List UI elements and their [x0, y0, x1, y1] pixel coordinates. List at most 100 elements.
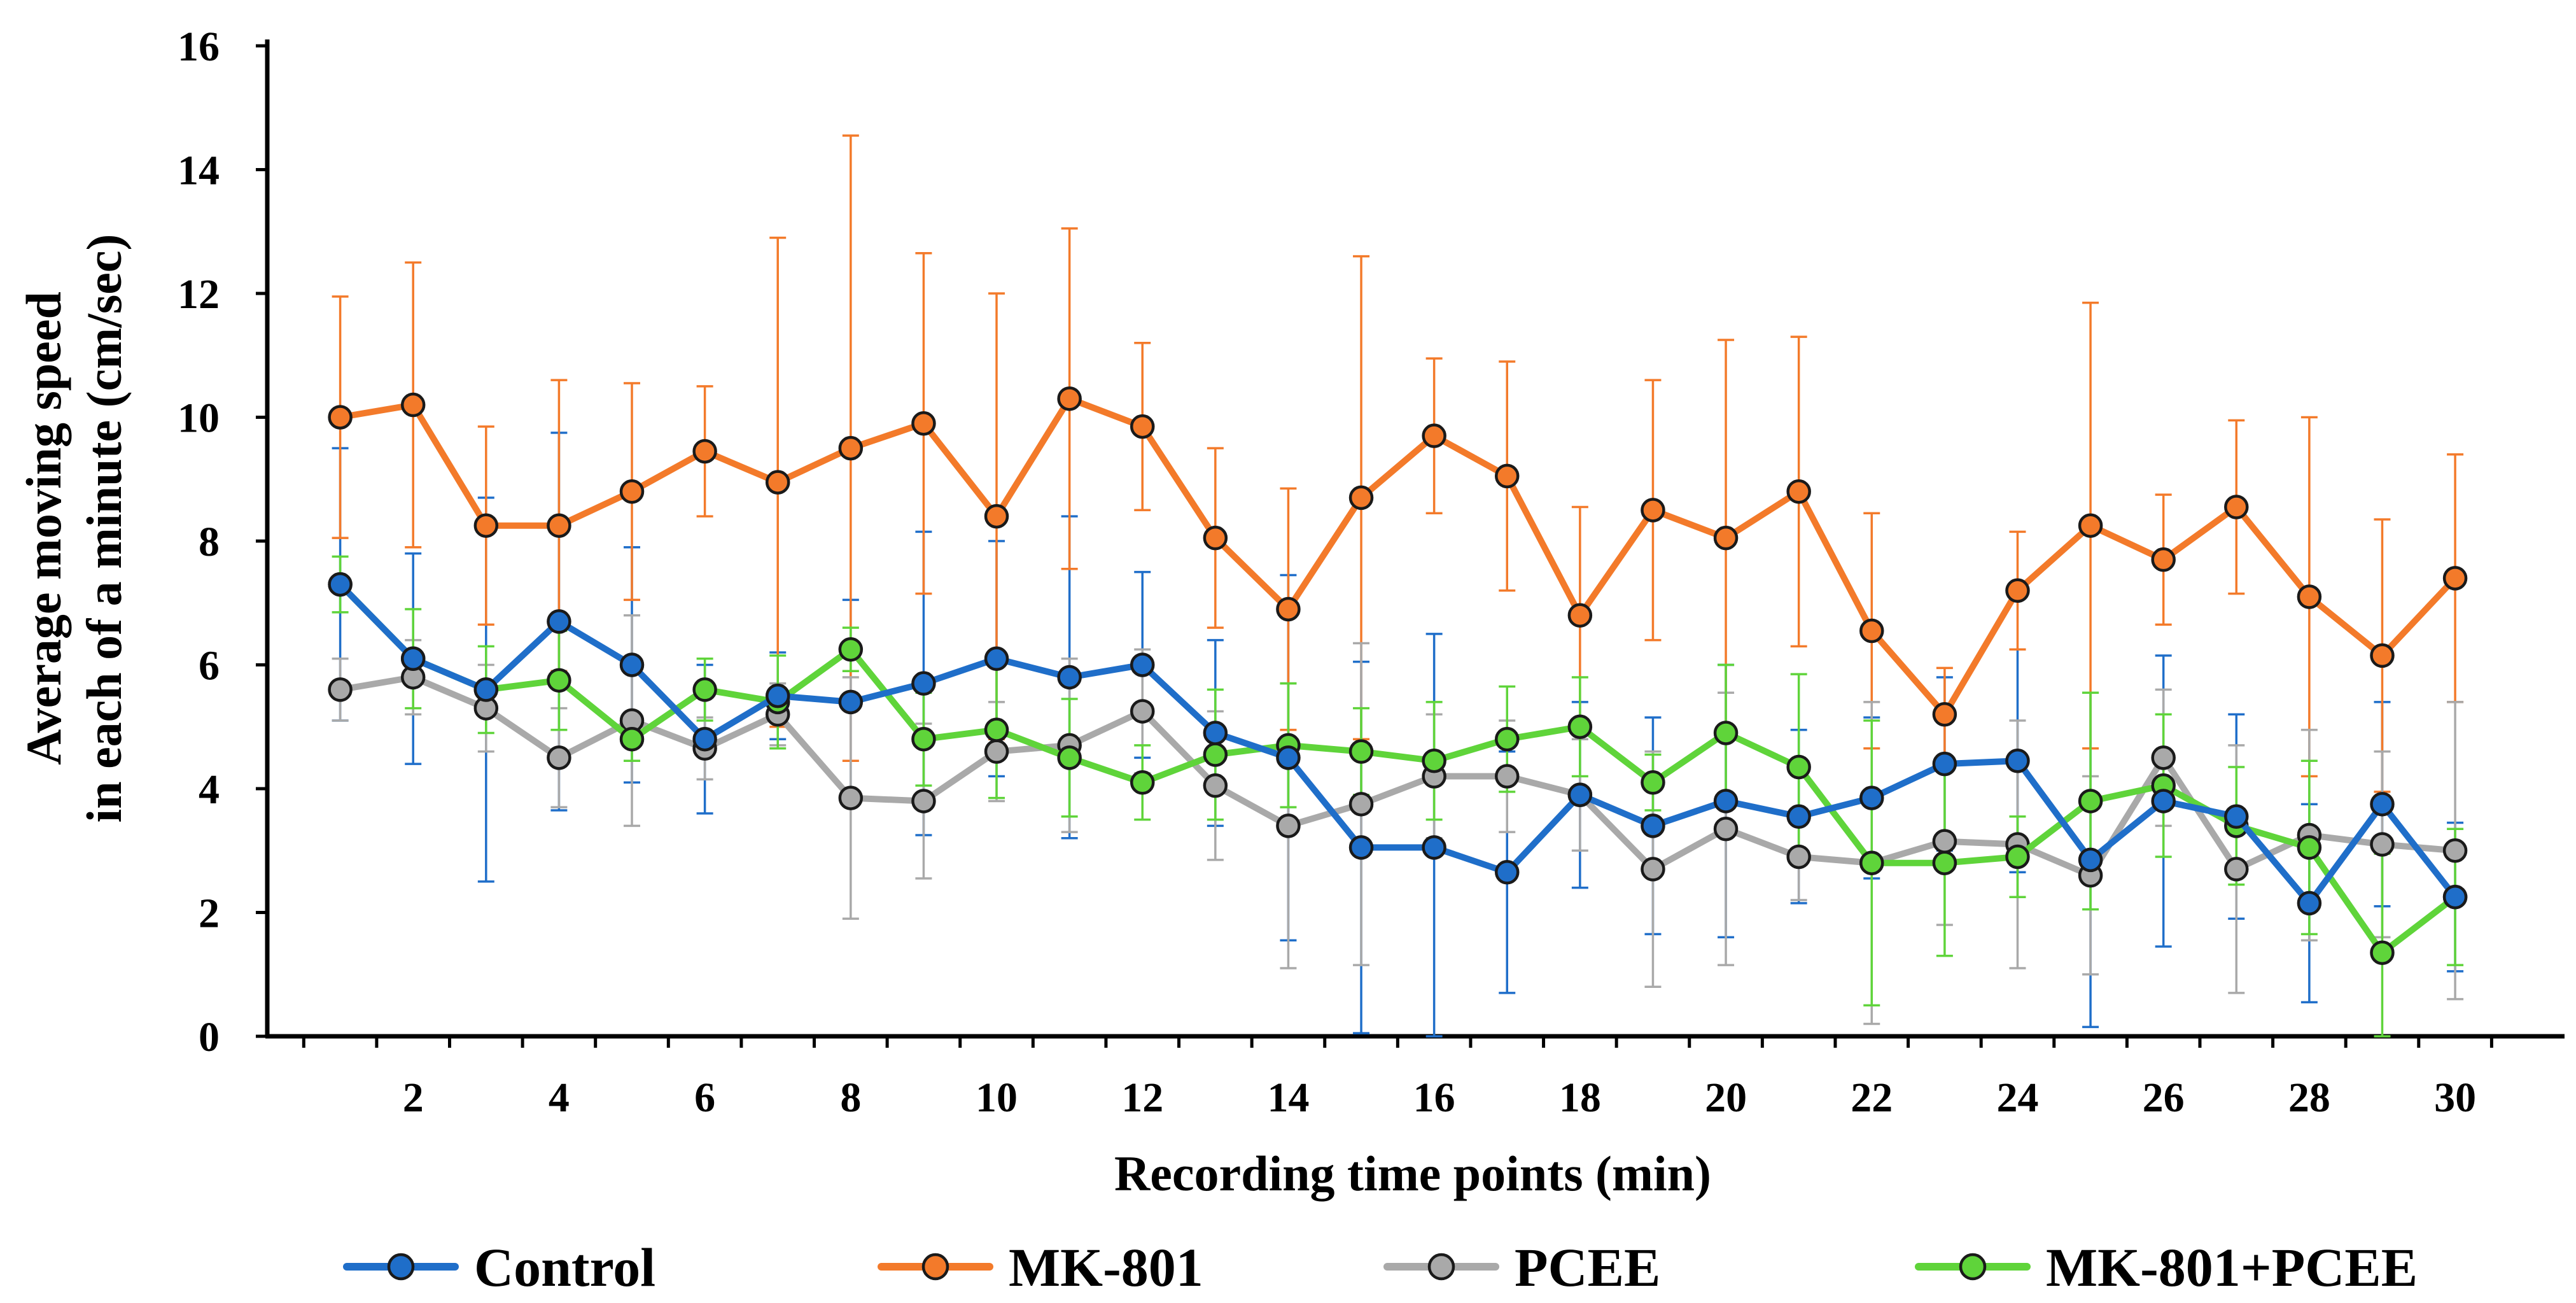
y-axis-title: Average moving speed in each of a minute…	[16, 234, 132, 823]
data-point-control	[1495, 860, 1520, 885]
data-point-pcee	[1348, 792, 1374, 817]
data-point-mk-801-pcee	[2005, 844, 2030, 870]
legend-marker-pcee	[1427, 1253, 1455, 1281]
legend-label-control: Control	[474, 1237, 655, 1298]
data-point-control	[547, 609, 571, 634]
x-tick-label: 2	[403, 1074, 424, 1121]
data-point-control	[619, 652, 645, 677]
data-point-mk-801	[2151, 547, 2176, 572]
data-point-mk-801-pcee	[1057, 745, 1082, 770]
data-point-control	[1786, 804, 1811, 829]
data-point-mk-801	[1641, 498, 1665, 523]
data-point-mk-801	[1422, 423, 1446, 448]
data-point-mk-801	[1348, 485, 1374, 511]
data-point-mk-801-pcee	[2297, 835, 2322, 860]
data-point-mk-801	[547, 513, 571, 538]
legend-marker-control	[387, 1253, 415, 1281]
data-point-pcee	[911, 789, 936, 813]
data-point-control	[1422, 835, 1446, 860]
data-point-mk-801-pcee	[619, 726, 645, 752]
data-point-control	[1713, 789, 1739, 813]
data-point-mk-801	[473, 513, 499, 538]
y-tick-label: 16	[178, 24, 220, 70]
x-tick-label: 24	[1996, 1074, 2038, 1121]
legend-marker-mk-801	[921, 1253, 949, 1281]
data-point-mk-801-pcee	[1641, 770, 1665, 795]
data-point-mk-801-pcee	[838, 637, 864, 662]
data-point-control	[1203, 721, 1228, 745]
data-point-mk-801	[400, 392, 426, 418]
data-point-mk-801	[765, 470, 790, 495]
data-point-mk-801-pcee	[547, 668, 571, 693]
data-point-control	[2151, 789, 2176, 813]
legend-marker-mk-801-pcee	[1959, 1253, 1987, 1281]
data-point-mk-801-pcee	[1932, 850, 1957, 875]
data-point-mk-801	[2078, 513, 2103, 538]
legend-label-pcee: PCEE	[1515, 1237, 1660, 1298]
legend-label-mk-801: MK-801	[1009, 1237, 1203, 1298]
data-point-mk-801-pcee	[911, 726, 936, 752]
legend: Control MK-801 PCEE MK-801+PCEE	[343, 1237, 2418, 1298]
data-point-mk-801	[911, 411, 936, 436]
y-tick-label: 12	[178, 271, 220, 318]
data-point-control	[2224, 804, 2249, 829]
x-axis-title: Recording time points (min)	[1114, 1146, 1711, 1201]
data-point-control	[328, 572, 353, 597]
x-tick-label: 10	[976, 1074, 1018, 1121]
x-tick-label: 22	[1851, 1074, 1893, 1121]
data-point-mk-801-pcee	[2370, 940, 2395, 965]
data-point-pcee	[1641, 857, 1665, 882]
y-tick-label: 6	[199, 643, 220, 689]
data-point-control	[2297, 891, 2322, 916]
data-point-control	[2370, 792, 2395, 817]
data-point-pcee	[1495, 764, 1520, 789]
data-point-mk-801	[2005, 578, 2030, 603]
data-point-mk-801-pcee	[1859, 850, 1884, 875]
data-point-control	[838, 689, 864, 715]
x-tick-label: 12	[1121, 1074, 1163, 1121]
data-point-mk-801	[1495, 463, 1520, 489]
data-point-mk-801	[1786, 479, 1811, 504]
data-point-mk-801-pcee	[1567, 714, 1593, 739]
data-point-pcee	[2370, 832, 2395, 857]
data-point-mk-801	[1276, 596, 1301, 622]
data-point-mk-801	[1932, 702, 1957, 727]
data-point-mk-801	[2442, 566, 2468, 591]
data-point-mk-801	[1130, 414, 1155, 439]
data-point-control	[1130, 652, 1155, 677]
data-point-pcee	[1130, 699, 1155, 724]
data-point-control	[2442, 884, 2468, 910]
data-point-pcee	[547, 745, 571, 770]
y-tick-label: 2	[199, 891, 220, 937]
data-point-mk-801-pcee	[1130, 770, 1155, 795]
x-tick-label: 28	[2288, 1074, 2330, 1121]
data-point-mk-801-pcee	[1495, 726, 1520, 752]
data-point-mk-801-pcee	[1348, 739, 1374, 764]
data-point-pcee	[328, 677, 353, 702]
data-point-control	[1859, 785, 1884, 810]
data-point-pcee	[1203, 773, 1228, 798]
y-tick-label: 10	[178, 395, 220, 442]
data-point-control	[473, 677, 499, 702]
data-point-pcee	[2224, 857, 2249, 882]
y-axis-title-line2: in each of a minute (cm/sec)	[76, 234, 132, 823]
data-point-control	[400, 646, 426, 672]
data-point-pcee	[1932, 829, 1957, 854]
legend-label-mk-801-pcee: MK-801+PCEE	[2046, 1237, 2418, 1298]
data-point-pcee	[1786, 844, 1811, 870]
data-point-mk-801	[1203, 525, 1228, 551]
data-point-control	[1348, 835, 1374, 860]
x-tick-label: 16	[1413, 1074, 1455, 1121]
y-tick-label: 14	[178, 148, 220, 194]
data-point-control	[911, 671, 936, 696]
data-point-mk-801	[1567, 603, 1593, 628]
data-point-mk-801	[1057, 386, 1082, 411]
data-point-pcee	[2151, 745, 2176, 770]
data-point-mk-801	[692, 439, 717, 464]
data-point-control	[984, 646, 1009, 672]
data-point-control	[1276, 745, 1301, 770]
data-point-mk-801-pcee	[1422, 748, 1446, 773]
